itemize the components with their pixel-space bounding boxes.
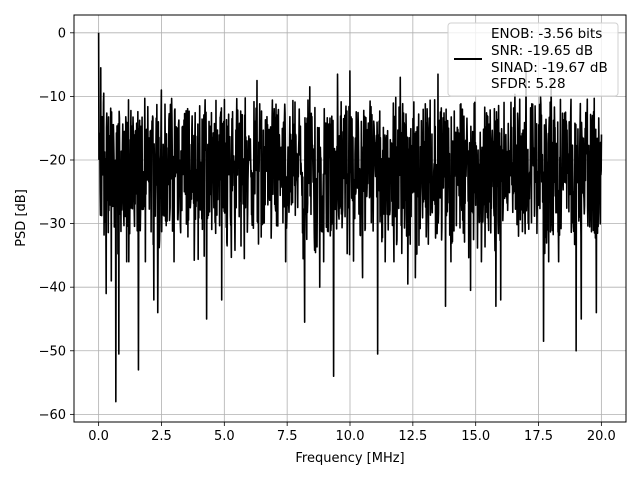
legend-entry-sinad: SINAD: -19.67 dB (491, 60, 608, 76)
psd-series-line (97, 32, 603, 403)
x-tick-label: 15.0 (461, 429, 490, 444)
x-tick-label: 20.0 (587, 429, 616, 444)
y-tick-label: −40 (39, 281, 66, 296)
legend-entry-snr: SNR: -19.65 dB (491, 43, 593, 59)
x-tick-label: 0.0 (88, 429, 109, 444)
legend-box (447, 22, 619, 97)
x-axis-label: Frequency [MHz] (295, 451, 404, 466)
x-tick-label: 12.5 (398, 429, 427, 444)
y-tick-label: −10 (39, 90, 66, 105)
legend: ENOB: -3.56 bits SNR: -19.65 dB SINAD: -… (447, 22, 619, 97)
y-tick-label: 0 (58, 26, 66, 41)
series-group (97, 32, 603, 403)
y-axis-ticks: 0 −10 −20 −30 −40 −50 −60 (39, 26, 74, 423)
legend-entry-sfdr: SFDR: 5.28 (491, 76, 566, 92)
y-tick-label: −60 (39, 408, 66, 423)
legend-entry-enob: ENOB: -3.56 bits (491, 26, 602, 42)
y-tick-label: −50 (39, 344, 66, 359)
y-tick-label: −20 (39, 153, 66, 168)
x-tick-label: 7.5 (277, 429, 298, 444)
y-axis-label: PSD [dB] (14, 189, 29, 247)
y-tick-label: −30 (39, 217, 66, 232)
x-axis-ticks: 0.0 2.5 5.0 7.5 10.0 12.5 15.0 17.5 20.0 (88, 422, 616, 444)
x-tick-label: 17.5 (524, 429, 553, 444)
x-tick-label: 2.5 (151, 429, 172, 444)
x-tick-label: 10.0 (336, 429, 365, 444)
x-tick-label: 5.0 (214, 429, 235, 444)
